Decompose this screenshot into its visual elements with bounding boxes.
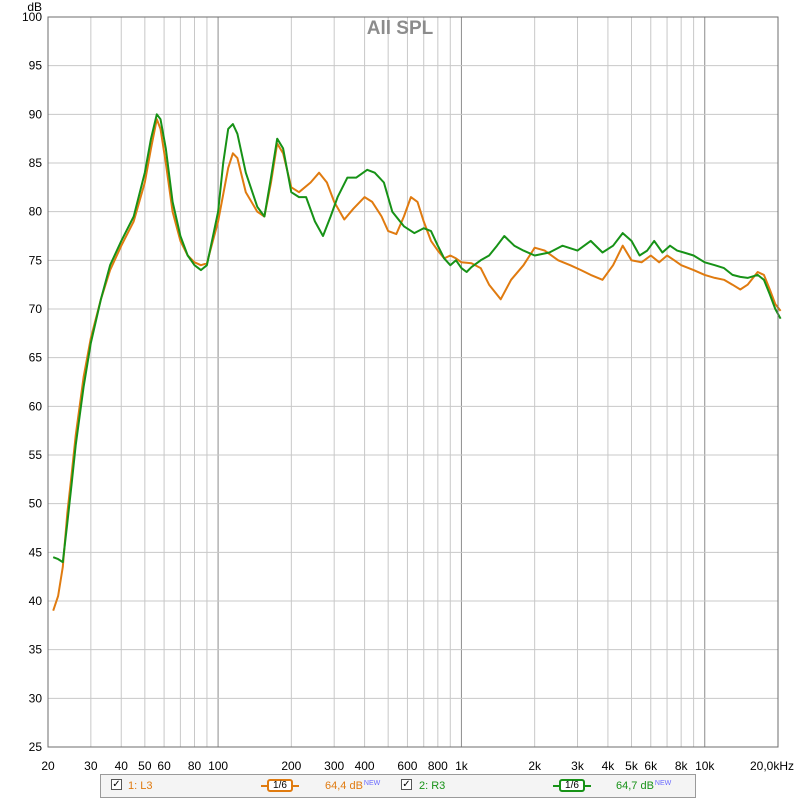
x-tick-label: 50 [138, 759, 152, 772]
series-2-checkbox[interactable]: ✓ [401, 779, 412, 790]
series-2-new-badge: NEW [654, 780, 672, 787]
legend-bar: ✓ 1: L3 1/6 64,4 dBNEW ✓ 2: R3 1/6 64,7 … [100, 774, 696, 798]
x-tick-label: 300 [324, 759, 344, 772]
series-1-level-value: 64,4 dB [325, 780, 363, 792]
y-tick-label: 60 [29, 399, 43, 413]
x-tick-label: 3k [571, 759, 585, 772]
series-2-line-swatch [585, 785, 591, 787]
series-2-smoothing-button[interactable]: 1/6 [559, 779, 585, 792]
y-tick-label: 35 [29, 643, 43, 657]
series-1-line-swatch [261, 785, 267, 787]
plot-frame [47, 16, 779, 748]
series-1-smoothing-button[interactable]: 1/6 [267, 779, 293, 792]
x-tick-label: 5k [625, 759, 639, 772]
series-1-checkbox[interactable]: ✓ [111, 779, 122, 790]
x-tick-label: 400 [355, 759, 375, 772]
x-tick-label: 30 [84, 759, 98, 772]
x-tick-label: 1k [455, 759, 469, 772]
x-tick-label: 600 [397, 759, 417, 772]
y-tick-label: 55 [29, 448, 43, 462]
y-tick-label: 30 [29, 691, 43, 705]
x-tick-label: 80 [188, 759, 202, 772]
x-tick-label: 8k [675, 759, 689, 772]
y-tick-label: 95 [29, 59, 43, 73]
series-2-level-value: 64,7 dB [616, 780, 654, 792]
y-tick-label: 50 [29, 497, 43, 511]
series-1-line-swatch [293, 785, 299, 787]
y-tick-label: 85 [29, 156, 43, 170]
y-tick-label: 25 [29, 740, 43, 754]
y-unit-label: dB [27, 0, 42, 14]
x-tick-label: 20 [41, 759, 55, 772]
y-tick-label: 70 [29, 302, 43, 316]
spl-chart: 25 30 35 40 45 50 55 60 65 70 75 80 85 90 95 100 20 30 40 5… [22, 0, 794, 772]
y-tick-label: 90 [29, 107, 43, 121]
x-tick-label: 800 [428, 759, 448, 772]
series-2-line-swatch [553, 785, 559, 787]
x-tick-label: 4k [602, 759, 616, 772]
series-1-level: 64,4 dBNEW [325, 780, 380, 792]
x-tick-label: 20,0kHz [750, 759, 794, 772]
x-tick-label: 100 [208, 759, 228, 772]
x-tick-label: 10k [695, 759, 715, 772]
chart-title: All SPL [367, 18, 434, 39]
y-tick-label: 45 [29, 545, 43, 559]
y-tick-label: 40 [29, 594, 43, 608]
series-1-label: 1: L3 [128, 780, 153, 792]
y-tick-label: 100 [22, 10, 42, 24]
x-tick-label: 40 [115, 759, 129, 772]
y-tick-label: 75 [29, 253, 43, 267]
series-1-new-badge: NEW [363, 780, 381, 787]
tick-labels: 25 30 35 40 45 50 55 60 65 70 75 80 85 90 95 100 20 30 40 5… [22, 10, 794, 772]
series-layer [52, 113, 782, 612]
x-tick-label: 200 [281, 759, 301, 772]
series-line-2 [52, 113, 782, 564]
x-tick-label: 60 [157, 759, 171, 772]
grid [47, 16, 779, 748]
series-line-1 [52, 118, 782, 612]
y-tick-label: 80 [29, 205, 43, 219]
x-tick-label: 6k [644, 759, 658, 772]
y-tick-label: 65 [29, 351, 43, 365]
x-tick-label: 2k [528, 759, 542, 772]
series-2-level: 64,7 dBNEW [616, 780, 671, 792]
series-2-label: 2: R3 [419, 780, 446, 792]
plot-border [47, 16, 779, 748]
